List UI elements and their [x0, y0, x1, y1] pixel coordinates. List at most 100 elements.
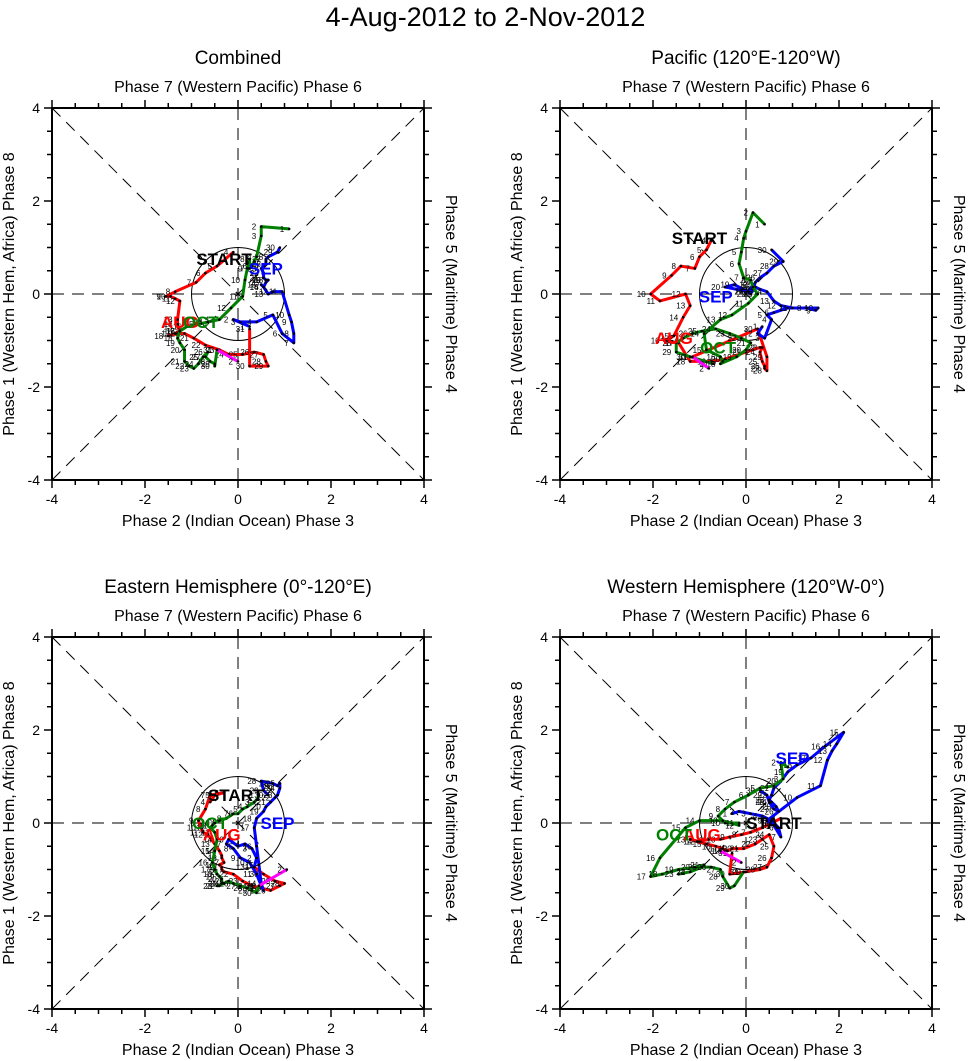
- data-point: [733, 283, 736, 287]
- series-aug-line: [164, 251, 270, 368]
- y-tick-label: -4: [536, 472, 549, 488]
- day-label: 20: [208, 866, 217, 875]
- day-label: 5: [205, 791, 210, 800]
- day-label: 11: [229, 292, 238, 301]
- data-point: [220, 877, 224, 881]
- day-label: 30: [716, 870, 725, 879]
- y-axis-label: Phase 1 (Western Hem, Africa) Phase 8: [509, 681, 526, 964]
- day-label: 21: [250, 274, 259, 283]
- day-label: 5: [245, 257, 250, 266]
- day-label: 23: [755, 796, 764, 805]
- day-label: 13: [676, 302, 685, 311]
- data-point: [271, 782, 275, 785]
- day-label: 24: [741, 278, 750, 287]
- data-point: [232, 250, 235, 254]
- y-tick-label: -2: [536, 379, 549, 395]
- day-label: 14: [203, 835, 212, 844]
- data-point: [252, 800, 256, 804]
- day-label: 24: [746, 348, 755, 357]
- data-point: [795, 796, 799, 799]
- data-point: [742, 847, 745, 850]
- day-label: 9: [709, 812, 714, 821]
- day-label: 13: [201, 840, 210, 849]
- data-point: [805, 306, 808, 310]
- data-point: [276, 793, 279, 797]
- y-tick-label: -4: [28, 1001, 41, 1017]
- day-label: 25: [688, 863, 697, 872]
- data-point: [246, 805, 249, 809]
- day-label: 26: [679, 330, 688, 339]
- data-point: [264, 262, 268, 266]
- day-label: 1: [240, 323, 245, 332]
- day-label: 9: [662, 271, 667, 280]
- day-label: 30: [236, 362, 245, 371]
- data-point: [819, 784, 822, 788]
- x-tick-label: 2: [327, 491, 335, 507]
- data-point: [255, 320, 258, 324]
- day-label: 11: [243, 870, 252, 879]
- data-point: [220, 854, 224, 857]
- day-label: 15: [672, 824, 681, 833]
- data-point: [760, 346, 764, 349]
- day-label: 28: [196, 357, 205, 366]
- data-point: [702, 332, 706, 335]
- data-point: [236, 360, 240, 363]
- day-label: 7: [778, 304, 783, 313]
- day-label: 31: [245, 882, 254, 891]
- day-label: 9: [757, 817, 762, 826]
- day-label: 31: [240, 863, 249, 872]
- panel-title: Eastern Hemisphere (0°-120°E): [104, 577, 372, 598]
- day-label: 22: [758, 791, 767, 800]
- day-label: 10: [231, 276, 240, 285]
- day-label: 16: [250, 283, 259, 292]
- data-point: [232, 318, 235, 321]
- data-point: [719, 849, 722, 853]
- day-label: 27: [226, 882, 235, 891]
- day-label: 1: [683, 353, 688, 362]
- amplitude-1-circle: [699, 776, 793, 870]
- data-point: [218, 318, 221, 321]
- day-label: 11: [695, 835, 704, 844]
- month-label-aug: AUG: [683, 826, 721, 845]
- data-point: [744, 229, 748, 233]
- day-label: 19: [774, 768, 783, 777]
- data-point: [280, 290, 284, 293]
- day-label: 21: [171, 357, 180, 366]
- day-label: 17: [637, 872, 646, 881]
- data-point: [691, 355, 694, 359]
- data-point: [751, 211, 755, 214]
- data-point: [756, 292, 759, 296]
- day-label: 3: [252, 232, 257, 241]
- day-label: 9: [806, 306, 811, 315]
- day-label: 1: [249, 882, 254, 891]
- day-label: 29: [662, 348, 671, 357]
- data-point: [220, 856, 224, 860]
- day-label: 31: [203, 346, 212, 355]
- day-label: 3: [737, 227, 742, 236]
- data-point: [192, 367, 196, 370]
- day-label: 29: [238, 886, 247, 895]
- x-tick-label: -2: [139, 1020, 152, 1036]
- day-label: 22: [219, 870, 228, 879]
- figure-title: 4-Aug-2012 to 2-Nov-2012: [325, 2, 646, 32]
- day-label: 20: [252, 276, 261, 285]
- data-point: [199, 826, 203, 829]
- data-point: [269, 800, 272, 804]
- day-label: 1: [245, 863, 250, 872]
- day-label: 26: [264, 782, 273, 791]
- data-point: [756, 332, 759, 335]
- data-point: [197, 362, 200, 366]
- x-tick-label: 2: [327, 1020, 335, 1036]
- day-label: 4: [224, 248, 229, 257]
- data-point: [772, 264, 776, 268]
- data-point: [658, 299, 662, 303]
- day-label: 28: [247, 777, 256, 786]
- day-label: 14: [194, 318, 203, 327]
- series-nov-line: [216, 348, 239, 363]
- top-axis-label: Phase 7 (Western Pacific) Phase 6: [114, 608, 362, 625]
- data-point: [756, 327, 759, 331]
- data-point: [208, 826, 212, 829]
- day-label: 19: [205, 872, 214, 881]
- y-tick-label: -4: [28, 472, 41, 488]
- data-point: [259, 234, 263, 238]
